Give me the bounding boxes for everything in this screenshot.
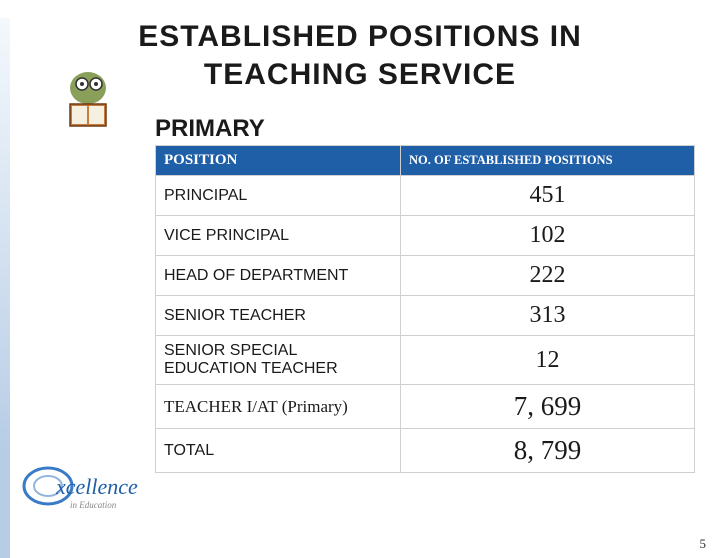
- cell-position: TOTAL: [156, 429, 401, 473]
- table-row: PRINCIPAL 451: [156, 176, 695, 216]
- title-line1: ESTABLISHED POSITIONS IN: [138, 20, 582, 53]
- cell-number: 8, 799: [401, 429, 695, 473]
- page-number: 5: [700, 536, 707, 552]
- cell-position: PRINCIPAL: [156, 176, 401, 216]
- cell-number: 102: [401, 216, 695, 256]
- cell-number: 12: [401, 336, 695, 385]
- cell-position: HEAD OF DEPARTMENT: [156, 256, 401, 296]
- table-row: SENIOR TEACHER 313: [156, 296, 695, 336]
- cell-position: TEACHER I/AT (Primary): [156, 385, 401, 429]
- svg-text:xcellence: xcellence: [55, 474, 138, 499]
- section-subtitle: PRIMARY: [155, 115, 720, 143]
- table-header-row: POSITION NO. OF ESTABLISHED POSITIONS: [156, 146, 695, 176]
- table-row: HEAD OF DEPARTMENT 222: [156, 256, 695, 296]
- cell-position: SENIOR SPECIAL EDUCATION TEACHER: [156, 336, 401, 385]
- cell-number: 313: [401, 296, 695, 336]
- col-number: NO. OF ESTABLISHED POSITIONS: [401, 146, 695, 176]
- svg-text:in Education: in Education: [70, 500, 117, 510]
- table-row: VICE PRINCIPAL 102: [156, 216, 695, 256]
- table-row: SENIOR SPECIAL EDUCATION TEACHER 12: [156, 336, 695, 385]
- table-row: TEACHER I/AT (Primary) 7, 699: [156, 385, 695, 429]
- reader-icon: [52, 62, 124, 134]
- title-line2: TEACHING SERVICE: [204, 58, 516, 91]
- cell-number: 222: [401, 256, 695, 296]
- excellence-logo: xcellence in Education: [18, 458, 148, 518]
- side-stripe: [0, 18, 10, 558]
- cell-number: 7, 699: [401, 385, 695, 429]
- cell-number: 451: [401, 176, 695, 216]
- positions-table: POSITION NO. OF ESTABLISHED POSITIONS PR…: [155, 145, 695, 473]
- cell-position: VICE PRINCIPAL: [156, 216, 401, 256]
- col-position: POSITION: [156, 146, 401, 176]
- cell-position: SENIOR TEACHER: [156, 296, 401, 336]
- table-row-total: TOTAL 8, 799: [156, 429, 695, 473]
